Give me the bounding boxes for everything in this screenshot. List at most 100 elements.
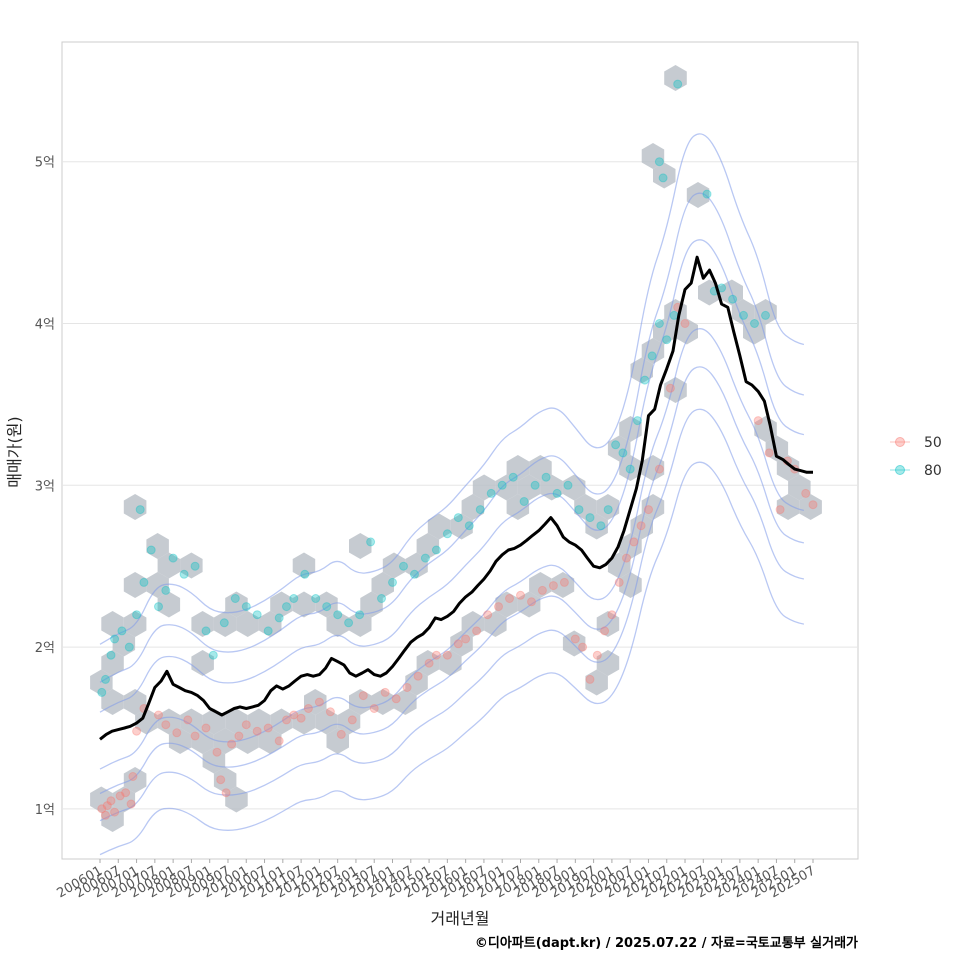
scatter-point-50 bbox=[110, 807, 120, 817]
scatter-point-80 bbox=[625, 464, 635, 474]
scatter-point-50 bbox=[622, 553, 631, 563]
density-hex bbox=[157, 708, 181, 735]
scatter-point-80 bbox=[453, 513, 463, 523]
scatter-point-50 bbox=[358, 691, 368, 701]
scatter-point-80 bbox=[603, 505, 613, 515]
scatter-point-50 bbox=[190, 731, 200, 741]
density-hex bbox=[641, 143, 665, 169]
density-hex bbox=[574, 494, 597, 520]
scatter-point-80 bbox=[633, 416, 642, 426]
scatter-point-80 bbox=[519, 497, 529, 506]
scatter-point-50 bbox=[472, 626, 482, 636]
scatter-point-50 bbox=[607, 610, 617, 620]
scatter-point-80 bbox=[486, 488, 496, 498]
x-axis-ticks: 2006012006072007012007072008012008072009… bbox=[55, 859, 818, 901]
scatter-point-80 bbox=[750, 319, 759, 328]
density-hex bbox=[585, 669, 608, 696]
density-hex bbox=[292, 708, 316, 735]
scatter-point-50 bbox=[325, 707, 335, 717]
y-tick-label: 5억 bbox=[35, 156, 55, 171]
scatter-point-50 bbox=[527, 597, 536, 607]
scatter-point-80 bbox=[219, 618, 229, 628]
scatter-point-80 bbox=[475, 505, 485, 515]
scatter-point-50 bbox=[221, 788, 231, 798]
scatter-point-50 bbox=[461, 634, 471, 644]
scatter-point-80 bbox=[168, 553, 178, 563]
density-hex bbox=[258, 728, 282, 754]
scatter-point-50 bbox=[548, 581, 558, 591]
scatter-point-80 bbox=[230, 594, 240, 603]
scatter-point-50 bbox=[801, 488, 811, 498]
density-hex bbox=[349, 689, 372, 715]
density-hex bbox=[123, 572, 147, 598]
density-hex bbox=[495, 474, 518, 501]
scatter-point-80 bbox=[442, 529, 452, 539]
scatter-point-50 bbox=[241, 720, 251, 730]
scatter-point-50 bbox=[314, 697, 324, 707]
scatter-point-50 bbox=[775, 505, 785, 515]
scatter-point-80 bbox=[574, 505, 584, 515]
scatter-point-80 bbox=[311, 594, 321, 603]
density-hex bbox=[123, 689, 147, 715]
scatter-point-80 bbox=[208, 650, 218, 660]
scatter-point-80 bbox=[658, 173, 668, 183]
scatter-point-80 bbox=[654, 157, 664, 167]
scatter-point-80 bbox=[702, 189, 712, 199]
density-hex bbox=[607, 435, 631, 462]
scatter-point-50 bbox=[665, 383, 675, 393]
density-hex bbox=[146, 533, 169, 559]
scatter-point-80 bbox=[154, 602, 163, 612]
scatter-point-50 bbox=[592, 650, 602, 660]
scatter-point-80 bbox=[420, 553, 430, 563]
scatter-point-80 bbox=[464, 521, 474, 531]
scatter-point-50 bbox=[585, 674, 595, 684]
density-hex bbox=[776, 455, 800, 481]
scatter-point-50 bbox=[227, 739, 237, 749]
density-hex bbox=[529, 455, 552, 481]
scatter-point-80 bbox=[563, 480, 573, 490]
density-contour-4 bbox=[99, 239, 805, 713]
density-hex bbox=[157, 552, 181, 579]
density-hex bbox=[123, 494, 147, 520]
scatter-point-50 bbox=[680, 319, 690, 328]
density-hex bbox=[123, 767, 147, 793]
density-hex bbox=[236, 611, 259, 637]
density-hex bbox=[101, 611, 124, 637]
scatter-point-50 bbox=[336, 729, 346, 739]
density-hex bbox=[799, 494, 822, 520]
scatter-point-80 bbox=[274, 613, 284, 623]
legend-item-50: 50 bbox=[890, 435, 942, 451]
scatter-point-50 bbox=[559, 577, 569, 587]
scatter-point-50 bbox=[216, 775, 226, 785]
density-hex bbox=[585, 513, 608, 540]
density-hex bbox=[653, 162, 676, 189]
scatter-point-50 bbox=[629, 537, 639, 547]
scatter-point-80 bbox=[640, 375, 650, 385]
scatter-point-80 bbox=[139, 577, 149, 587]
density-hex bbox=[495, 591, 518, 618]
scatter-point-50 bbox=[183, 715, 193, 725]
density-hex bbox=[529, 572, 552, 598]
density-hex bbox=[484, 611, 507, 637]
scatter-point-50 bbox=[161, 720, 171, 730]
density-hex bbox=[371, 689, 394, 715]
scatter-point-80 bbox=[106, 650, 116, 660]
scatter-point-50 bbox=[380, 687, 390, 697]
scatter-point-50 bbox=[282, 715, 291, 725]
legend: 50 80 bbox=[890, 435, 942, 479]
scatter-point-80 bbox=[333, 610, 343, 620]
scatter-point-50 bbox=[483, 610, 493, 620]
scatter-point-50 bbox=[494, 602, 503, 612]
scatter-point-80 bbox=[673, 79, 683, 89]
scatter-point-50 bbox=[369, 704, 379, 713]
legend-label-80: 80 bbox=[924, 463, 942, 479]
scatter-point-80 bbox=[146, 545, 156, 555]
density-hex bbox=[146, 572, 169, 598]
scatter-point-50 bbox=[753, 416, 763, 426]
x-axis-title: 거래년월 bbox=[431, 909, 490, 928]
density-hex bbox=[90, 669, 113, 696]
density-hex bbox=[315, 708, 338, 735]
scatter-point-80 bbox=[110, 634, 120, 644]
scatter-point-50 bbox=[234, 731, 244, 741]
scatter-point-50 bbox=[121, 788, 131, 798]
